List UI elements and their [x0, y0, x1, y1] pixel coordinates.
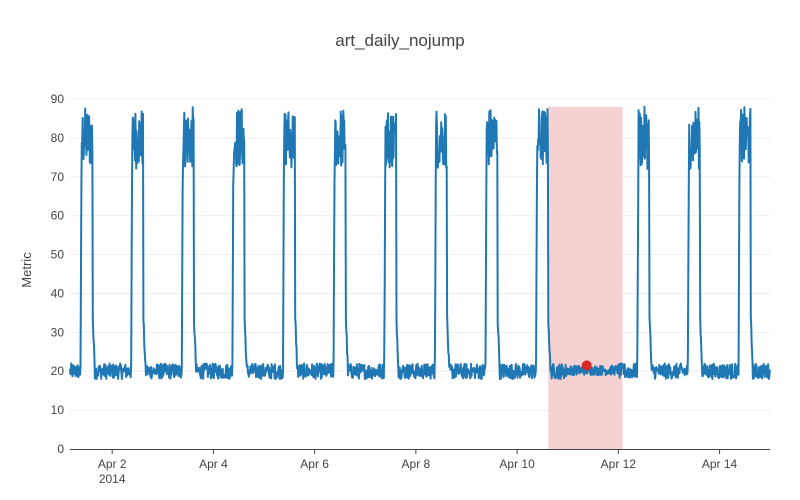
y-tick-label: 30	[51, 325, 65, 339]
series-line	[69, 105, 771, 380]
x-tick-label: Apr 2	[98, 457, 127, 471]
y-axis-label: Metric	[19, 252, 34, 288]
y-tick-label: 70	[51, 170, 65, 184]
highlight-region	[548, 106, 623, 450]
y-tick-label: 50	[51, 248, 65, 262]
x-tick-label: Apr 4	[199, 457, 228, 471]
x-tick-label: Apr 10	[499, 457, 535, 471]
x-tick-label: Apr 6	[300, 457, 329, 471]
y-tick-label: 0	[57, 442, 64, 456]
x-tick-label: Apr 14	[702, 457, 738, 471]
y-tick-label: 40	[51, 286, 65, 300]
y-tick-label: 10	[51, 403, 65, 417]
x-tick-label: Apr 12	[601, 457, 637, 471]
anomaly-point	[581, 360, 592, 371]
x-tick-label: Apr 8	[402, 457, 431, 471]
grid-lines	[70, 98, 770, 411]
y-tick-label: 90	[51, 92, 65, 106]
series-layer	[69, 105, 771, 380]
chart-title: art_daily_nojump	[335, 31, 464, 50]
y-tick-label: 20	[51, 364, 65, 378]
highlight-region-layer	[548, 106, 623, 450]
y-tick-label: 60	[51, 209, 65, 223]
x-year-label: 2014	[99, 472, 126, 486]
y-tick-label: 80	[51, 131, 65, 145]
